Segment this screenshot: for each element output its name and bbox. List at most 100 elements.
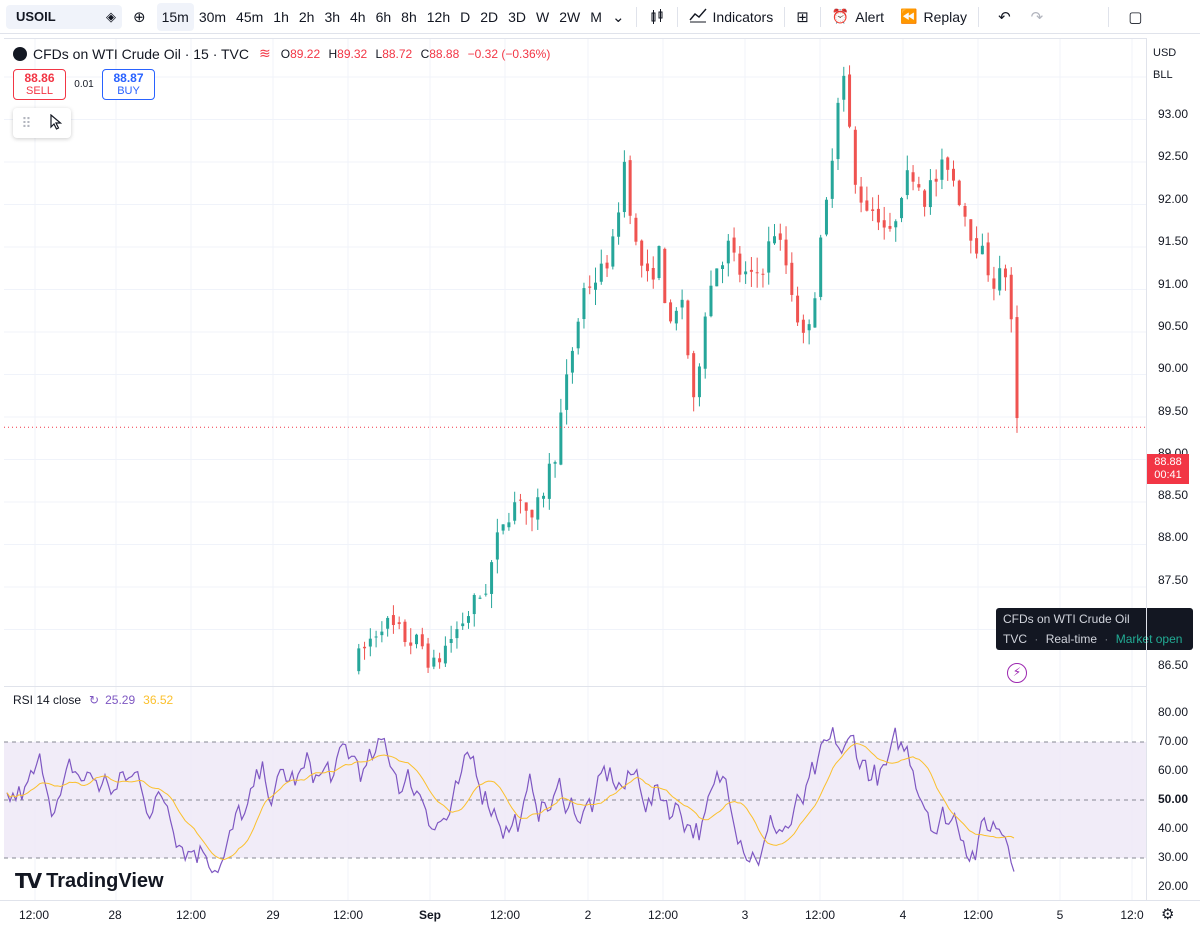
main-chart-pane[interactable]: CFDs on WTI Crude Oil · 15 · TVC ≋ O89.2… <box>4 38 1193 686</box>
candle-body <box>542 495 546 499</box>
candle-body <box>1015 317 1019 419</box>
buy-label: BUY <box>117 85 140 97</box>
candle-body <box>830 160 834 199</box>
brand-name: TradingView <box>46 870 164 892</box>
interval-2h-button[interactable]: 2h <box>298 8 315 25</box>
candle-body <box>524 502 528 511</box>
candle-body <box>807 324 811 331</box>
candle-body <box>755 272 759 274</box>
time-axis-label: 28 <box>108 908 122 922</box>
interval-6h-button[interactable]: 6h <box>375 8 392 25</box>
candle-body <box>1009 274 1013 320</box>
candle-body <box>819 237 823 297</box>
candle-body <box>784 239 788 266</box>
candle-body <box>674 310 678 324</box>
drag-handle-icon[interactable]: ⠿ <box>21 114 32 131</box>
interval-30m-button[interactable]: 30m <box>198 8 227 25</box>
candle-body <box>484 593 488 595</box>
symbol-info-tooltip: CFDs on WTI Crude Oil TVC · Real-time · … <box>996 608 1193 650</box>
candle-body <box>657 246 661 279</box>
candle-body <box>923 190 927 207</box>
price-axis[interactable]: USD BLL 93.00 92.50 92.00 91.50 91.00 90.50 90… <box>1146 38 1200 900</box>
rsi-pane[interactable]: RSI 14 close ↻ 25.29 36.52 𝗧𝗩 TradingVie… <box>4 686 1146 901</box>
settings-gear-icon[interactable]: ⚙ <box>1161 906 1175 923</box>
candle-body <box>426 643 430 668</box>
alarm-clock-icon: ⏰ <box>831 8 850 24</box>
price-axis-label: 91.00 <box>1157 277 1188 291</box>
compare-diamond-icon[interactable]: ◈ <box>106 8 116 24</box>
add-symbol-plus-icon[interactable]: ⊕ <box>133 8 146 26</box>
candle-body <box>628 160 632 216</box>
interval-12h-button[interactable]: 12h <box>426 8 451 25</box>
candle-body <box>663 248 667 304</box>
candle-body <box>767 241 771 273</box>
interval-w-button[interactable]: W <box>536 8 550 25</box>
candle-body <box>495 532 499 560</box>
interval-2w-button[interactable]: 2W <box>559 8 581 25</box>
time-axis-label: 12:00 <box>647 908 679 922</box>
candles-chart-type-icon[interactable] <box>643 3 671 31</box>
buy-button[interactable]: 88.87 BUY <box>102 69 155 100</box>
candle-body <box>796 295 800 323</box>
interval-45m-button[interactable]: 45m <box>236 8 264 25</box>
interval-list: 15m 30m 45m 1h 2h 3h 4h 6h 8h 12h D 2D 3D W 2W M <box>156 2 607 31</box>
candle-body <box>651 267 655 280</box>
candle-body <box>848 74 852 127</box>
price-axis-label: 87.50 <box>1157 573 1188 587</box>
indicators-button[interactable]: Indicators <box>684 3 779 31</box>
price-axis-label: 93.00 <box>1157 107 1188 121</box>
candle-body <box>518 499 522 501</box>
time-axis[interactable]: 12:00 28 12:00 29 12:00 Sep 12:00 2 12:00 3 12:00 4… <box>0 900 1200 931</box>
candle-body <box>363 646 367 649</box>
unit-selector[interactable]: BLL <box>1153 69 1173 81</box>
interval-8h-button[interactable]: 8h <box>401 8 417 25</box>
toolbar-divider <box>978 6 980 27</box>
interval-dropdown-chevron-icon[interactable]: ⌄ <box>611 8 625 26</box>
layout-grid-icon[interactable]: ⊞ <box>796 8 809 26</box>
rsi-refresh-icon[interactable]: ↻ <box>89 693 100 707</box>
interval-15m-button[interactable]: 15m <box>156 2 194 31</box>
drawing-tool-toolbox: ⠿ <box>13 108 71 138</box>
candle-body <box>905 170 909 196</box>
tooltip-exchange: TVC <box>1003 632 1027 646</box>
sell-label: SELL <box>26 85 53 97</box>
alert-button[interactable]: ⏰ Alert <box>827 3 889 31</box>
candle-body <box>1003 268 1007 278</box>
lightning-icon[interactable]: ⚡ <box>1007 663 1027 683</box>
interval-d-button[interactable]: D <box>460 8 471 25</box>
interval-3d-button[interactable]: 3D <box>508 8 527 25</box>
candle-body <box>946 157 950 170</box>
candle-body <box>744 271 748 275</box>
candle-body <box>501 524 505 531</box>
interval-1h-button[interactable]: 1h <box>273 8 289 25</box>
fullscreen-icon[interactable]: ▢ <box>1128 8 1143 26</box>
toolbar-divider <box>1108 6 1110 27</box>
ohlc-values: O89.22 H89.32 L88.72 C88.88 −0.32 (−0.36… <box>281 47 556 61</box>
tradingview-logo[interactable]: 𝗧𝗩 TradingView <box>15 869 164 894</box>
interval-3h-button[interactable]: 3h <box>324 8 341 25</box>
candle-body <box>530 509 534 518</box>
candle-body <box>975 238 979 254</box>
trade-buttons: 88.86 SELL 0.01 88.87 BUY <box>13 69 155 100</box>
interval-4h-button[interactable]: 4h <box>350 8 366 25</box>
currency-selector[interactable]: USD <box>1153 47 1177 59</box>
candle-body <box>547 463 551 499</box>
rsi-legend: RSI 14 close ↻ 25.29 36.52 <box>13 693 173 707</box>
interval-m-button[interactable]: M <box>590 8 602 25</box>
redo-icon[interactable]: ↷ <box>1030 8 1044 26</box>
toolbar-divider <box>784 6 786 27</box>
candle-body <box>686 300 690 356</box>
cursor-arrow-icon[interactable] <box>49 113 63 133</box>
replay-button[interactable]: ⏪ Replay <box>895 3 972 31</box>
candle-body <box>461 623 465 627</box>
indicators-label: Indicators <box>712 8 774 25</box>
candle-body <box>420 634 424 647</box>
open-value: 89.22 <box>290 46 321 61</box>
candle-body <box>438 658 442 663</box>
candle-body <box>894 221 898 228</box>
undo-icon[interactable]: ↶ <box>998 8 1011 26</box>
interval-2d-button[interactable]: 2D <box>480 8 499 25</box>
symbol-search[interactable]: USOIL ◈ <box>6 4 122 29</box>
sell-button[interactable]: 88.86 SELL <box>13 69 66 100</box>
candle-body <box>726 240 730 264</box>
